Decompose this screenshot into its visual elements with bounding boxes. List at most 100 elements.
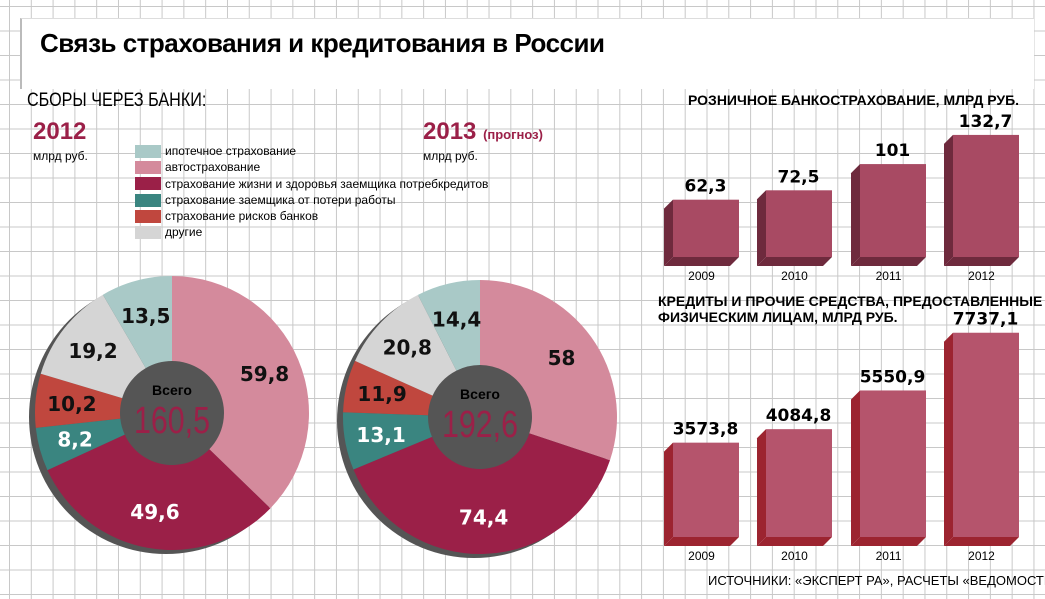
bar-year-label: 2010: [781, 269, 808, 283]
bar-value-label: 4084,8: [766, 406, 832, 426]
legend-swatch: [135, 144, 161, 158]
bar-side: [664, 442, 673, 546]
legend-label: ипотечное страхование: [165, 144, 297, 158]
bar-year-label: 2009: [688, 269, 715, 283]
bar-side: [757, 190, 766, 266]
source-note: ИСТОЧНИКИ: «ЭКСПЕРТ РА», РАСЧЕТЫ «ВЕДОМО…: [708, 573, 1045, 588]
slice-label: 8,2: [57, 428, 92, 452]
donut-slice: [35, 373, 123, 428]
legend-swatch: [135, 160, 161, 174]
legend-label: автострахование: [165, 160, 261, 175]
legend-item: другие: [135, 224, 488, 240]
slice-label: 14,4: [432, 307, 481, 331]
page-title: Связь страхования и кредитования в Росси…: [40, 28, 605, 58]
bar-side: [851, 164, 860, 266]
legend-label: страхование заемщика от потери работы: [165, 192, 396, 207]
bar-side: [944, 332, 953, 546]
slice-label: 74,4: [459, 505, 508, 529]
legend-swatch: [135, 226, 161, 240]
bar-bottom: [664, 537, 739, 546]
donut-slice: [480, 280, 617, 461]
right-year-value: 2013: [423, 118, 477, 145]
bar-bottom: [664, 257, 739, 266]
bar: [673, 442, 739, 537]
bar-chart-2-title-line: ФИЗИЧЕСКИМ ЛИЦАМ, МЛРД РУБ.: [658, 309, 898, 325]
bar-year-label: 2010: [781, 549, 808, 563]
bar-side: [757, 429, 766, 546]
slice-label: 19,2: [68, 339, 117, 363]
legend-swatch: [135, 193, 161, 207]
donut-slice: [417, 280, 480, 371]
bar-bottom: [851, 257, 926, 266]
title-box: [20, 18, 1034, 89]
bar-value-label: 62,3: [685, 177, 727, 197]
total-label: Всего: [152, 382, 192, 398]
bar-chart-1-title: РОЗНИЧНОЕ БАНКОСТРАХОВАНИЕ, МЛРД РУБ.: [688, 92, 1020, 108]
slice-label: 11,9: [357, 382, 406, 406]
bar: [953, 332, 1019, 537]
slice-label: 13,5: [121, 304, 170, 328]
bar-year-label: 2009: [688, 549, 715, 563]
legend-item: ипотечное страхование: [135, 143, 488, 159]
bar: [860, 164, 926, 257]
bar-value-label: 132,7: [959, 112, 1013, 132]
bar: [953, 134, 1019, 257]
bar-value-label: 3573,8: [673, 420, 739, 440]
donut-slice: [35, 418, 125, 471]
bar-bottom: [944, 257, 1019, 266]
slice-label: 13,1: [356, 423, 405, 447]
slice-label: 59,8: [240, 362, 289, 386]
bar-side: [664, 199, 673, 266]
left-year: 2012: [33, 118, 87, 145]
legend: ипотечное страхование автострахование стра…: [135, 143, 488, 241]
bar-chart-2-title: КРЕДИТЫ И ПРОЧИЕ СРЕДСТВА, ПРЕДОСТАВЛЕНН…: [658, 293, 1042, 325]
right-unit: млрд руб.: [423, 149, 478, 163]
total-value: 192,6: [442, 404, 518, 446]
bar-year-label: 2012: [968, 269, 995, 283]
right-year: 2013 (прогноз): [423, 118, 543, 146]
bar: [766, 429, 832, 537]
section-heading: СБОРЫ ЧЕРЕЗ БАНКИ:: [27, 90, 207, 111]
bar-side: [851, 390, 860, 546]
donut-slice: [343, 360, 433, 416]
bar: [766, 190, 832, 257]
donut-slice: [102, 276, 172, 369]
donut-slice: [343, 412, 432, 470]
legend-label: страхование рисков банков: [165, 209, 319, 224]
bar-year-label: 2011: [876, 549, 902, 563]
legend-swatch: [135, 209, 161, 223]
bar-bottom: [757, 537, 832, 546]
bar-value-label: 7737,1: [953, 310, 1019, 330]
bar-year-label: 2011: [876, 269, 902, 283]
donut-slice: [47, 434, 271, 550]
slice-label: 58: [548, 346, 576, 370]
bar-year-label: 2012: [968, 549, 995, 563]
bar: [673, 199, 739, 257]
bar: [860, 390, 926, 537]
slice-label: 10,2: [47, 392, 96, 416]
bar-chart-2-title-line: КРЕДИТЫ И ПРОЧИЕ СРЕДСТВА, ПРЕДОСТАВЛЕНН…: [658, 293, 1043, 309]
donut-slice: [353, 433, 610, 554]
bar-bottom: [757, 257, 832, 266]
bar-bottom: [851, 537, 926, 546]
donut-slice: [355, 294, 457, 396]
legend-item: страхование рисков банков: [135, 208, 488, 224]
left-unit: млрд руб.: [33, 149, 88, 163]
slice-label: 20,8: [383, 336, 432, 360]
donut-slice: [40, 294, 146, 399]
bar-value-label: 5550,9: [860, 367, 926, 387]
legend-item: автострахование: [135, 159, 488, 175]
total-value: 160,5: [134, 400, 210, 442]
legend-item: страхование жизни и здоровья заемщика по…: [135, 176, 488, 192]
total-label: Всего: [460, 386, 500, 402]
bar-bottom: [944, 537, 1019, 546]
donut-slice: [172, 276, 310, 509]
legend-item: страхование заемщика от потери работы: [135, 192, 488, 208]
legend-swatch: [135, 177, 161, 191]
bar-value-label: 72,5: [778, 167, 820, 187]
forecast-note: (прогноз): [483, 127, 543, 142]
legend-label: другие: [165, 225, 203, 240]
legend-label: страхование жизни и здоровья заемщика по…: [165, 176, 489, 191]
